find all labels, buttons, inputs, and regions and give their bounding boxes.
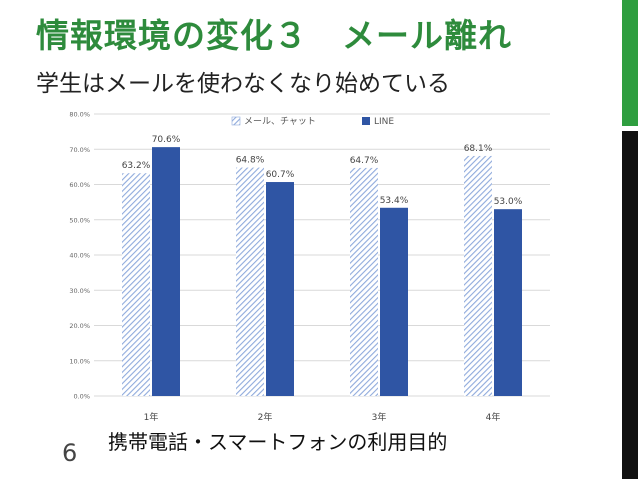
category-label: 2年 — [258, 411, 273, 423]
y-tick-label: 40.0% — [69, 252, 90, 260]
bar-mail-chat — [464, 155, 492, 396]
y-tick-label: 80.0% — [69, 111, 90, 119]
data-labels: 63.2% 70.6% 64.8%60.7% 64.7% 53.4% 68.1% 53.0% — [122, 135, 523, 207]
data-label: 64.8% — [236, 156, 265, 166]
slide-title: 情報環境の変化３ メール離れ — [36, 16, 512, 55]
legend-label-mail-chat: メール、チャット — [244, 116, 316, 127]
data-label: 60.7% — [266, 170, 295, 180]
data-label: 53.0% — [494, 197, 523, 207]
chart-caption: 携帯電話・スマートフォンの利用目的 — [108, 430, 448, 454]
bar-line — [266, 182, 294, 396]
page-number: 6 — [62, 439, 78, 467]
side-accent-black — [622, 131, 638, 479]
category-label: 3年 — [372, 411, 387, 423]
slide-subtitle: 学生はメールを使わなくなり始めている — [36, 71, 450, 97]
bar-mail-chat — [236, 167, 264, 396]
legend-swatch-line — [362, 117, 370, 125]
y-tick-label: 70.0% — [69, 146, 90, 154]
data-label: 53.4% — [380, 196, 409, 206]
bar-chart: 0.0% 10.0% 20.0% 30.0% 40.0% 50.0% 60.0% 70.0% 8… — [56, 104, 556, 430]
legend-swatch-mail-chat — [231, 116, 241, 126]
y-axis-ticks: 0.0% 10.0% 20.0% 30.0% 40.0% 50.0% 60.0% 70.0% 8… — [69, 111, 90, 401]
data-label: 68.1% — [464, 144, 493, 154]
bars — [122, 147, 522, 396]
y-tick-label: 50.0% — [69, 216, 90, 224]
y-tick-label: 20.0% — [69, 322, 90, 330]
bar-line — [494, 209, 522, 396]
bar-line — [152, 147, 180, 396]
bar-line — [380, 207, 408, 396]
y-tick-label: 30.0% — [69, 287, 90, 295]
bar-mail-chat — [350, 167, 378, 396]
x-axis-categories: 1年 2年 3年 4年 — [144, 411, 501, 423]
y-tick-label: 60.0% — [69, 181, 90, 189]
data-label: 64.7% — [350, 156, 379, 166]
y-tick-label: 10.0% — [69, 357, 90, 365]
side-accent-green — [622, 0, 638, 126]
category-label: 4年 — [486, 411, 501, 423]
legend: メール、チャット LINE — [231, 116, 394, 127]
legend-label-line: LINE — [374, 117, 394, 127]
bar-mail-chat — [122, 173, 150, 396]
data-label: 63.2% — [122, 161, 151, 171]
category-label: 1年 — [144, 411, 159, 423]
data-label: 70.6% — [152, 135, 181, 145]
y-tick-label: 0.0% — [73, 393, 90, 401]
